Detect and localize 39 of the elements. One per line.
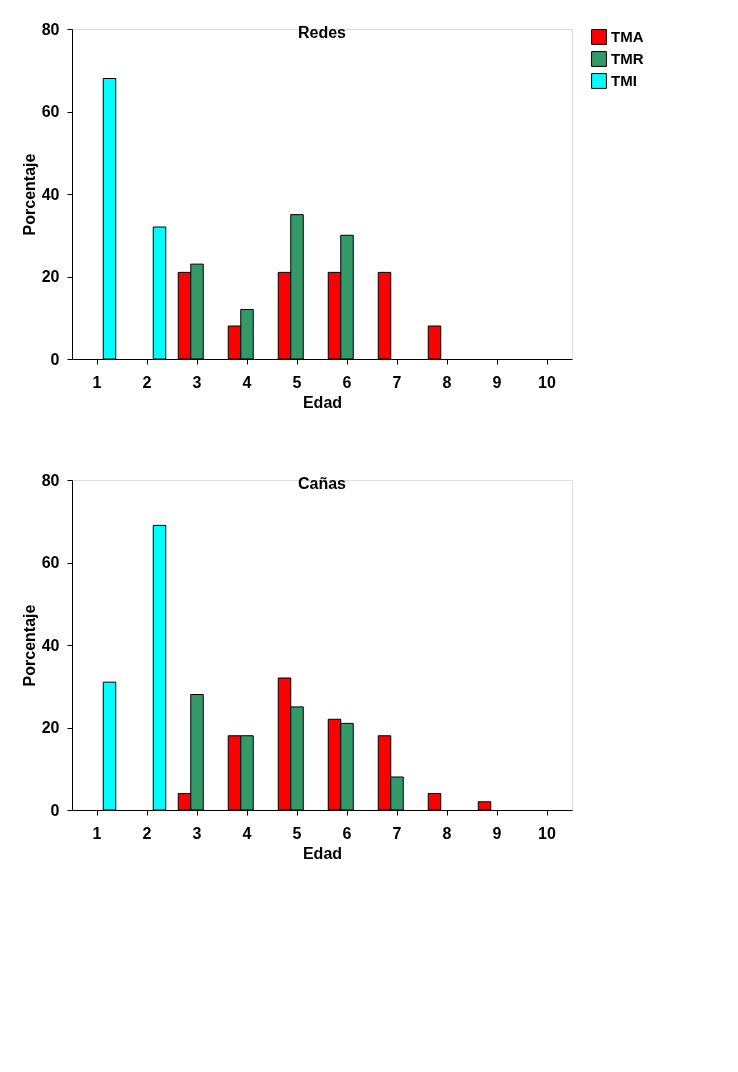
x-tick-label: 6 xyxy=(342,824,352,842)
legend-label: TMR xyxy=(611,50,644,67)
x-tick-label: 9 xyxy=(492,373,502,391)
y-tick-label: 20 xyxy=(41,719,60,736)
x-tick-label: 1 xyxy=(92,373,102,391)
x-tick-label: 5 xyxy=(292,824,302,842)
legend-label: TMA xyxy=(611,28,644,45)
y-tick-label: 20 xyxy=(41,268,60,285)
chart-title: Redes xyxy=(297,24,347,41)
x-tick-label: 3 xyxy=(192,373,202,391)
x-tick-label: 8 xyxy=(442,373,452,391)
x-tick-label: 9 xyxy=(492,824,502,842)
x-tick-label: 1 xyxy=(92,824,102,842)
x-tick-label: 8 xyxy=(442,824,452,842)
legend-label: TMI xyxy=(611,72,637,89)
x-tick-label: 4 xyxy=(242,824,252,842)
y-tick-label: 60 xyxy=(41,554,60,571)
y-tick-label: 40 xyxy=(41,185,60,203)
x-tick-label: 10 xyxy=(538,824,556,842)
x-tick-label: 4 xyxy=(242,373,252,391)
y-tick-label: 0 xyxy=(50,350,60,368)
x-tick-label: 7 xyxy=(392,373,402,391)
x-tick-label: 3 xyxy=(192,824,202,842)
chart-title: Cañas xyxy=(297,475,347,492)
x-tick-label: 10 xyxy=(538,373,556,391)
y-tick-label: 80 xyxy=(41,471,60,489)
y-axis-title: Porcentaje xyxy=(20,604,38,687)
x-tick-label: 5 xyxy=(292,373,302,391)
y-tick-label: 60 xyxy=(41,103,60,120)
y-tick-label: 40 xyxy=(41,636,60,654)
x-tick-label: 6 xyxy=(342,373,352,391)
y-tick-label: 0 xyxy=(50,801,60,819)
x-axis-title: Edad xyxy=(302,844,343,862)
x-axis-title: Edad xyxy=(302,393,343,411)
y-tick-label: 80 xyxy=(41,20,60,38)
y-axis-title: Porcentaje xyxy=(20,153,38,236)
x-tick-label: 2 xyxy=(142,373,152,391)
x-tick-label: 2 xyxy=(142,824,152,842)
x-tick-label: 7 xyxy=(392,824,402,842)
